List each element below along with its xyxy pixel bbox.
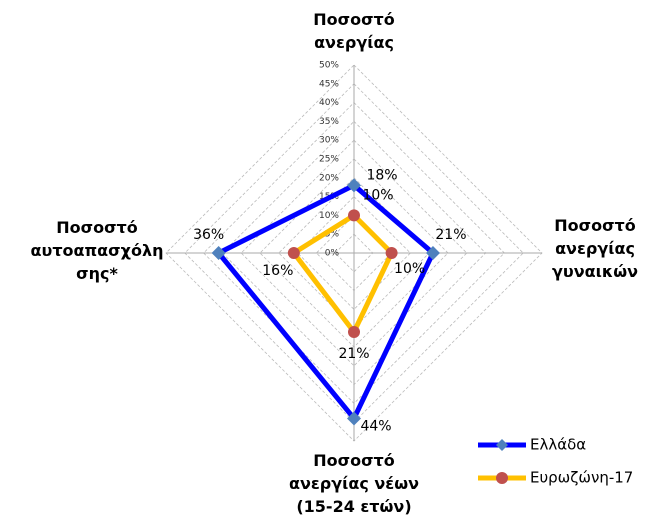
tick-label: 40%: [319, 98, 339, 108]
category-label: Ποσοστό ανεργίας: [313, 10, 395, 52]
tick-label: 5%: [325, 230, 340, 240]
marker: [385, 247, 398, 259]
data-label: 44%: [360, 418, 391, 434]
marker: [211, 246, 226, 260]
legend-marker: [496, 439, 508, 451]
data-label: 21%: [435, 227, 466, 243]
tick-label: 0%: [325, 249, 340, 259]
data-label: 10%: [362, 187, 393, 203]
legend-marker: [496, 472, 508, 484]
marker: [347, 411, 361, 426]
category-label: Ποσοστό ανεργίας νέων (15-24 ετών): [288, 451, 420, 516]
data-label: 21%: [338, 346, 369, 362]
category-label: Ποσοστό ανεργίας γυναικών: [552, 216, 638, 281]
marker: [287, 247, 300, 259]
tick-label: 10%: [319, 211, 339, 221]
tick-label: 25%: [319, 155, 339, 165]
tick-label: 45%: [319, 79, 339, 89]
marker: [348, 209, 360, 222]
tick-label: 30%: [319, 136, 339, 146]
data-label: 16%: [262, 263, 293, 279]
data-label: 36%: [193, 227, 224, 243]
legend-label: Ελλάδα: [530, 436, 586, 454]
category-label: Ποσοστό αυτοαπασχόλη σης*: [30, 218, 164, 283]
marker: [425, 246, 440, 260]
marker: [347, 178, 361, 193]
grid-ring: [297, 196, 411, 310]
tick-label: 35%: [319, 117, 339, 127]
data-label: 18%: [366, 167, 397, 183]
legend-label: Ευρωζώνη-17: [530, 469, 633, 487]
grid-ring: [184, 83, 524, 423]
data-label: 10%: [394, 261, 425, 277]
marker: [348, 325, 360, 338]
series-line: [291, 212, 395, 335]
tick-label: 20%: [319, 173, 339, 183]
tick-label: 50%: [319, 61, 339, 71]
grid-ring: [334, 233, 374, 273]
grid-ring: [240, 139, 468, 367]
